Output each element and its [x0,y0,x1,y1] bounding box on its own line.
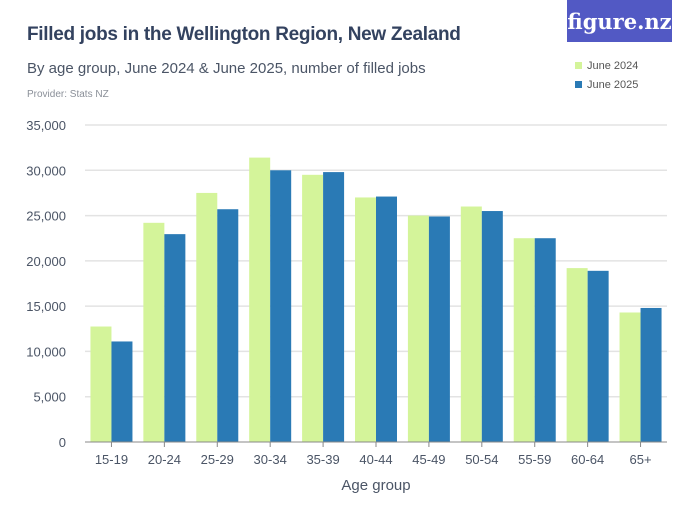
bar-2025-25-29 [217,209,239,442]
bar-2024-20-24 [143,222,165,442]
y-tick-label: 30,000 [26,163,66,178]
bar-2024-40-44 [355,197,376,442]
bar-2024-45-49 [407,215,429,442]
bar-2025-30-34 [270,170,292,443]
bar-2024-15-19 [90,326,112,442]
bar-2025-35-39 [323,172,345,442]
legend-label: June 2025 [587,78,639,91]
bar-2024-50-54 [460,206,482,442]
x-tick-label: 25-29 [201,452,234,467]
x-tick-label: 15-19 [95,452,128,467]
bar-2025-40-44 [376,196,397,442]
x-tick-label: 40-44 [359,452,392,467]
bar-2025-65+ [640,307,662,442]
bar-2025-60-64 [587,270,609,442]
bar-2025-45-49 [428,216,450,442]
y-tick-label: 0 [59,435,66,450]
y-tick-label: 5,000 [33,390,66,405]
x-tick-label: 20-24 [148,452,181,467]
bar-2024-35-39 [302,174,324,443]
x-tick-label: 55-59 [518,452,551,467]
chart-subtitle: By age group, June 2024 & June 2025, num… [27,60,426,77]
legend-swatch [575,81,582,88]
x-tick-label: 50-54 [465,452,498,467]
bar-2025-15-19 [111,341,133,442]
y-tick-label: 25,000 [26,209,66,224]
figurenz-logo[interactable]: figure.nz [567,0,672,42]
x-tick-label: 60-64 [571,452,604,467]
legend-label: June 2024 [587,59,639,72]
legend-item-2025: June 2025 [575,75,638,94]
y-tick-label: 15,000 [26,299,66,314]
x-tick-label: 35-39 [306,452,339,467]
y-tick-label: 10,000 [26,344,66,359]
y-tick-label: 35,000 [26,118,66,133]
bar-2025-50-54 [481,211,503,442]
provider-text: Provider: Stats NZ [27,89,109,100]
x-tick-label: 65+ [630,452,652,467]
bar-2024-30-34 [249,157,271,442]
x-axis-label: Age group [341,477,410,494]
legend: June 2024 June 2025 [575,56,638,94]
x-tick-label: 30-34 [254,452,287,467]
bar-2025-55-59 [534,238,556,442]
bar-2025-20-24 [164,234,186,442]
chart-title: Filled jobs in the Wellington Region, Ne… [27,24,461,45]
bar-2024-65+ [619,312,641,442]
legend-item-2024: June 2024 [575,56,638,75]
bar-2024-60-64 [566,268,588,442]
legend-swatch [575,62,582,69]
y-tick-label: 20,000 [26,254,66,269]
x-tick-label: 45-49 [412,452,445,467]
bar-2024-25-29 [196,192,218,442]
bar-2024-55-59 [513,238,535,442]
